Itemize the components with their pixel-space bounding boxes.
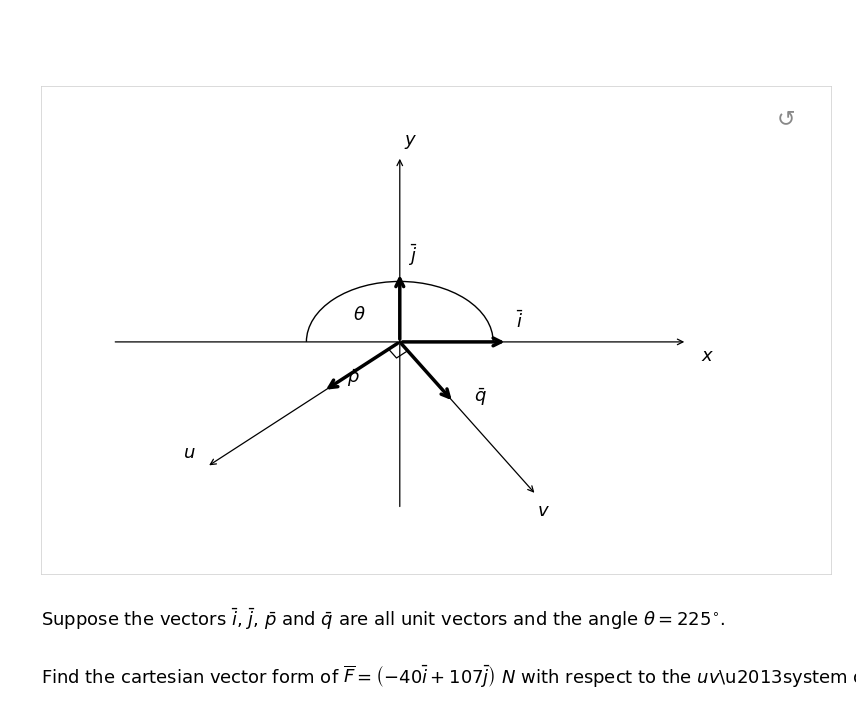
Text: $x$: $x$ bbox=[701, 347, 715, 365]
Text: 4jAtMDgtMThUMTA6MzE6NDguMTM1NjQ1KzAwOjAwIiwic3RhcnRfdGltZSI6IjIwMjAtMDgtMThUMDk6: 4jAtMDgtMThUMTA6MzE6NDguMTM1NjQ1KzAwOjAw… bbox=[20, 34, 519, 44]
Text: $\bar{q}$: $\bar{q}$ bbox=[473, 387, 486, 409]
Text: $\bar{p}$: $\bar{p}$ bbox=[347, 368, 360, 389]
Text: $\bar{j}$: $\bar{j}$ bbox=[408, 243, 418, 269]
Text: Instructor to verify the information in this receipt:: Instructor to verify the information in … bbox=[22, 11, 376, 24]
Text: Suppose the vectors $\bar{i}$, $\bar{j}$, $\bar{p}$ and $\bar{q}$ are all unit v: Suppose the vectors $\bar{i}$, $\bar{j}$… bbox=[40, 606, 725, 632]
Text: jgpSTd5g: jgpSTd5g bbox=[20, 55, 62, 65]
Text: Find the cartesian vector form of $\overline{F} = \left(-40\bar{i} + 107\bar{j}\: Find the cartesian vector form of $\over… bbox=[40, 663, 856, 689]
Text: $\theta$: $\theta$ bbox=[353, 307, 366, 325]
Text: ↺: ↺ bbox=[776, 109, 795, 129]
Text: $y$: $y$ bbox=[404, 134, 417, 151]
Text: $\bar{i}$: $\bar{i}$ bbox=[516, 310, 524, 332]
Text: $v$: $v$ bbox=[537, 502, 550, 521]
Text: $u$: $u$ bbox=[182, 444, 195, 462]
